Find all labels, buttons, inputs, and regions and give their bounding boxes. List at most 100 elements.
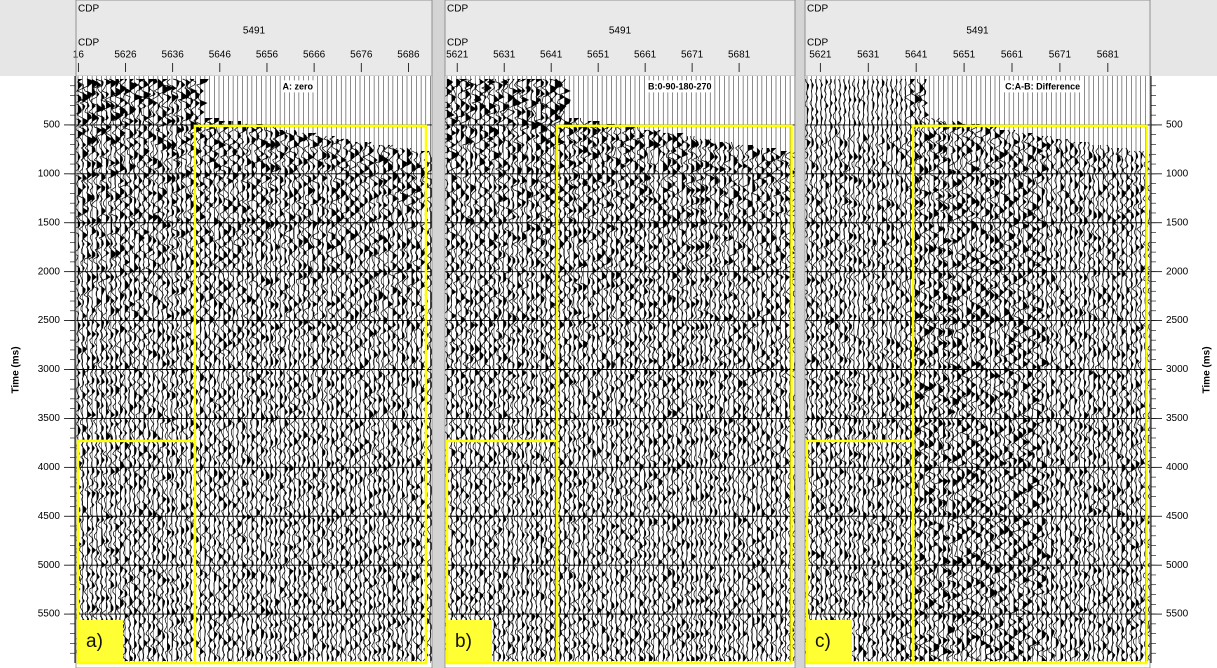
trace-fill [672,133,679,661]
y-tick-label-right: 5000 [1166,560,1189,571]
trace-fill [172,79,178,661]
x-tick-label: 5661 [634,50,657,61]
trace-fill [1107,145,1112,661]
x-tick-label: 5641 [540,50,563,61]
x-tick-label: 5651 [587,50,610,61]
panel-title: A: zero [282,81,313,91]
trace-fill [896,79,901,661]
x-tick-label: 5681 [1097,50,1120,61]
x-tick-label: 5626 [114,50,137,61]
trace-fill [327,136,333,661]
trace-fill [858,79,863,661]
trace-fill [891,79,896,661]
header-label: CDP [447,38,468,49]
trace-fill [696,136,702,661]
y-tick-label: 5000 [38,560,61,571]
trace-fill [1126,148,1131,661]
trace-wiggle [425,150,432,662]
x-tick-label: 5621 [446,50,469,61]
trace-fill [125,79,132,661]
trace-wiggle [904,78,918,662]
panel-gap [432,0,445,668]
trace-fill [550,79,558,661]
trace-fill [430,151,432,661]
trace-fill [1136,151,1140,661]
trace-fill [971,124,978,661]
trace-fill [388,145,393,661]
trace-fill [821,79,826,661]
trace-fill [479,79,486,661]
trace-fill [677,133,684,661]
trace-fill [611,124,616,661]
trace-wiggle [506,78,520,662]
highlight-box [193,124,428,665]
trace-fill [766,148,772,661]
trace-fill [336,139,342,661]
trace-fill [322,136,328,661]
trace-fill [508,79,514,661]
trace-fill [498,79,504,661]
trace-fill [816,79,821,661]
seismic-section [445,76,795,663]
trace-fill [710,139,715,661]
trace-fill [228,121,234,661]
highlight-box [76,439,197,665]
trace-wiggle [1017,132,1030,662]
trace-fill [564,79,572,661]
trace-wiggle [1030,135,1044,662]
trace-wiggle [918,78,932,662]
trace-fill [606,124,614,661]
trace-fill [999,130,1006,661]
x-tick-label: 5676 [350,50,373,61]
trace-wiggle [519,78,533,662]
trace-fill [901,79,905,661]
x-tick-label: 5636 [162,50,185,61]
trace-wiggle [359,141,370,662]
trace-fill [181,79,189,661]
trace-fill [630,127,635,661]
panel-header [75,0,433,77]
trace-fill [1009,130,1015,661]
trace-fill [830,79,834,661]
trace-fill [345,139,351,661]
trace-fill [223,121,229,661]
y-axis-label: Time (ms) [11,346,22,393]
trace-fill [1056,139,1061,661]
trace-fill [952,121,958,661]
seismic-section [76,76,432,663]
panel-frame [444,0,796,668]
trace-fill [807,79,811,661]
y-tick-label: 3000 [38,364,61,375]
highlight-box [805,439,915,665]
trace-fill [844,79,849,661]
trace-wiggle [913,79,926,662]
trace-fill [503,79,509,661]
x-tick-label: 5686 [397,50,420,61]
trace-fill [1093,145,1098,661]
trace-fill [261,127,268,661]
trace-fill [682,136,688,661]
trace-fill [1079,142,1084,661]
trace-fill [719,142,726,661]
trace-wiggle [378,144,390,662]
y-tick-label: 2500 [38,315,61,326]
trace-fill [559,79,566,661]
header-label: CDP [447,4,468,15]
x-tick-label: 5661 [1001,50,1024,61]
trace-wiggle [296,132,310,662]
trace-fill [743,145,748,661]
trace-fill [512,79,520,661]
trace-wiggle [883,78,891,662]
panel-gap [795,0,805,668]
trace-fill [644,130,650,661]
trace-fill [120,79,126,661]
trace-fill [849,79,854,661]
trace-fill [724,142,729,661]
trace-fill [872,79,877,661]
trace-wiggle [213,120,227,662]
trace-fill [167,79,175,661]
trace-fill [110,79,117,661]
trace-wiggle [558,78,573,662]
trace-fill [691,136,697,661]
trace-fill [620,124,626,661]
